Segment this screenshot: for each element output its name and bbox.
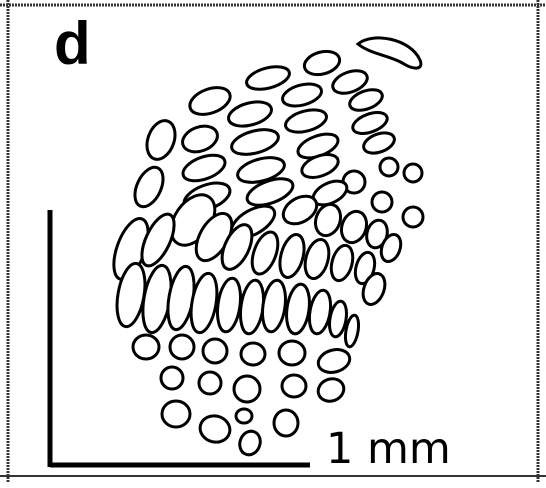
crescent-sclerite <box>355 36 423 70</box>
panel-label: d <box>54 10 91 77</box>
scale-elements <box>112 49 425 457</box>
scale-bar-label: 1 mm <box>326 424 451 474</box>
scale-bar <box>47 210 310 468</box>
